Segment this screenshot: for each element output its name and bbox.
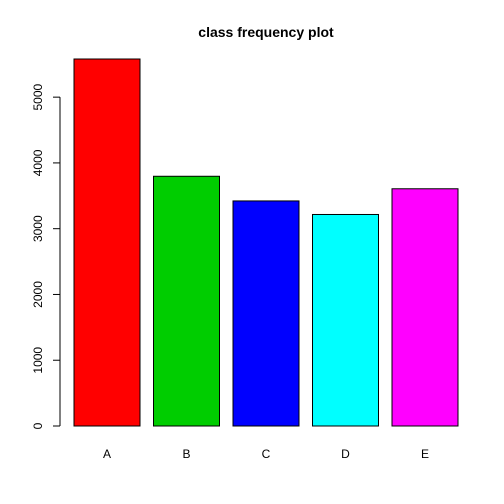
y-tick-label-2000: 2000 [31, 281, 45, 308]
y-tick-label-1000: 1000 [31, 347, 45, 374]
x-axis-labels: A B C D E [103, 447, 429, 461]
bars-group [73, 58, 459, 427]
bar-c [232, 200, 300, 427]
bar-d [312, 213, 379, 427]
chart-title: class frequency plot [198, 24, 334, 40]
x-tick-label-e: E [421, 447, 429, 461]
x-tick-label-c: C [262, 447, 271, 461]
x-tick-label-b: B [182, 447, 190, 461]
x-tick-label-d: D [341, 447, 350, 461]
y-tick-label-0: 0 [31, 422, 45, 429]
y-axis: 0 1000 2000 3000 4000 5000 [31, 83, 61, 429]
y-tick-label-4000: 4000 [31, 149, 45, 176]
y-tick-label-5000: 5000 [31, 83, 45, 110]
bar-b [153, 175, 220, 427]
y-tick-label-3000: 3000 [31, 215, 45, 242]
x-tick-label-a: A [103, 447, 111, 461]
bar-e [391, 188, 459, 427]
bar-a [73, 58, 141, 427]
